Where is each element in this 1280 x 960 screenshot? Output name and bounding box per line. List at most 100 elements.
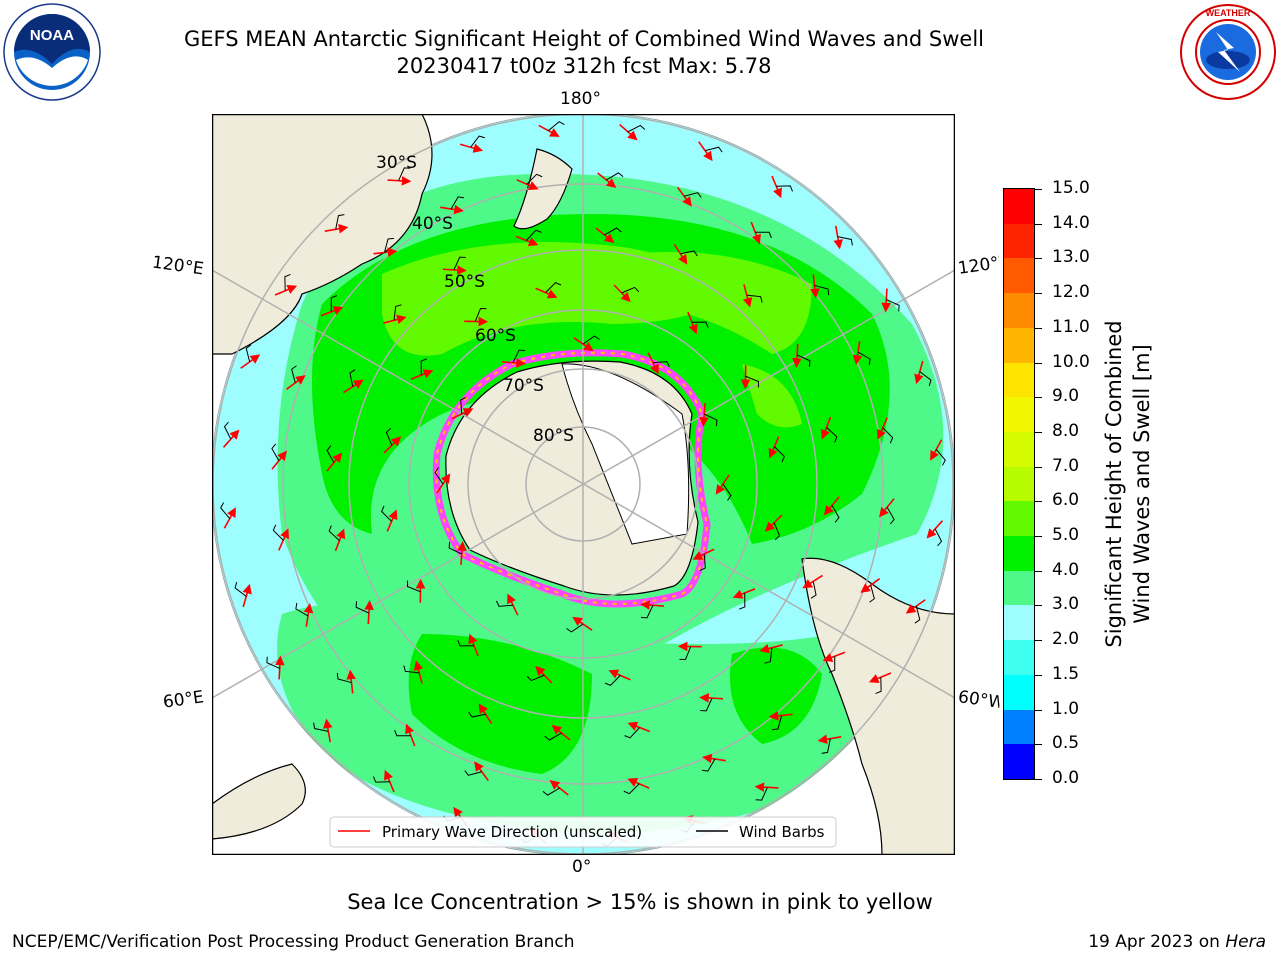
wind-barb: [699, 553, 706, 572]
wind-barb: [328, 525, 340, 541]
colorbar-tick-label: 0.0: [1052, 768, 1080, 788]
colorbar-tick-label: 8.0: [1052, 420, 1080, 441]
wave-direction-arrow: [242, 583, 252, 608]
wind-barb: [604, 227, 622, 236]
wind-barb: [542, 787, 560, 796]
wind-barb: [621, 286, 640, 294]
footer-branch: NCEP/EMC/Verification Post Processing Pr…: [12, 932, 575, 952]
colorbar-tick-mark: [1034, 709, 1042, 711]
wind-barb: [705, 146, 723, 153]
wind-barb: [821, 738, 831, 754]
wave-direction-arrow: [833, 225, 843, 250]
colorbar-segment: [1004, 709, 1034, 745]
colorbar-segment: [1004, 744, 1034, 779]
wind-barb: [679, 646, 692, 661]
colorbar-tick-label: 5.0: [1052, 525, 1080, 546]
wave-direction-arrow: [640, 600, 665, 610]
wind-barb: [652, 361, 671, 368]
wind-barb: [814, 284, 830, 296]
lat-label-70s: 70°S: [503, 376, 544, 396]
wave-direction-arrow: [879, 498, 895, 518]
lon-label-60w: 60°W: [956, 687, 1002, 713]
colorbar-segment: [1004, 431, 1034, 467]
wave-direction-arrow: [334, 528, 346, 552]
wind-barb: [746, 294, 763, 303]
wave-direction-arrow: [515, 235, 539, 247]
wave-direction-arrow: [323, 718, 333, 743]
wind-barb: [291, 365, 297, 383]
wave-direction-arrow: [324, 224, 349, 234]
wave-direction-arrow: [384, 769, 395, 793]
colorbar-tick-label: 1.5: [1052, 663, 1080, 684]
wind-barb: [349, 369, 356, 387]
wave-direction-arrow: [549, 780, 569, 796]
wind-barb: [755, 787, 768, 801]
wind-barb: [624, 727, 640, 739]
wind-barb: [545, 282, 562, 293]
wind-barb: [457, 640, 475, 647]
wave-direction-arrow: [459, 143, 484, 153]
colorbar: [1003, 188, 1035, 780]
wave-direction-arrow: [535, 287, 558, 299]
wind-barb: [234, 581, 247, 597]
wave-direction-arrow: [699, 693, 724, 703]
wind-barb: [771, 715, 783, 731]
nws-logo: WEATHER: [1180, 4, 1276, 100]
colorbar-segment: [1004, 362, 1034, 398]
wave-direction-arrow: [373, 247, 398, 257]
wind-barb: [826, 427, 838, 443]
wave-direction-arrow: [386, 509, 398, 532]
chart-subtitle: 20230417 t00z 312h fcst Max: 5.78: [396, 54, 772, 78]
wind-barb: [623, 783, 640, 795]
wave-direction-arrow: [474, 761, 489, 782]
lon-label-0: 0°: [572, 857, 592, 877]
wave-direction-arrow: [383, 314, 407, 325]
colorbar-tick-mark: [1034, 258, 1042, 260]
wind-barb: [828, 656, 836, 673]
lat-label-30s: 30°S: [376, 153, 417, 173]
colorbar-tick-mark: [1034, 605, 1042, 607]
wave-direction-arrow: [285, 375, 306, 390]
wind-barb: [495, 600, 514, 607]
colorbar-tick-mark: [1034, 674, 1042, 676]
wind-barb: [526, 229, 542, 241]
footer-date: 19 Apr 2023 on Hera: [1088, 932, 1266, 952]
wind-barb: [831, 505, 840, 523]
wave-direction-arrow: [413, 660, 424, 684]
legend-wave-direction: Primary Wave Direction (unscaled): [382, 823, 642, 841]
colorbar-segment: [1004, 189, 1034, 224]
wind-barb: [271, 443, 280, 461]
wind-barb: [691, 321, 709, 328]
wave-direction-arrow: [930, 439, 943, 461]
colorbar-tick-label: 15.0: [1052, 178, 1090, 198]
colorbar-tick-label: 2.0: [1052, 629, 1080, 650]
colorbar-segment: [1004, 223, 1034, 259]
lon-label-120w: 120°W: [956, 253, 1002, 279]
colorbar-tick-label: 12.0: [1052, 282, 1090, 303]
lat-label-40s: 40°S: [412, 214, 453, 234]
wave-direction-arrow: [677, 186, 692, 207]
map-canvas: 30°S 40°S 50°S 60°S 70°S 80°S Primary Wa…: [212, 114, 955, 855]
colorbar-segment: [1004, 640, 1034, 675]
colorbar-tick-mark: [1034, 466, 1042, 468]
wind-barb: [764, 647, 773, 664]
colorbar-segment: [1004, 397, 1034, 432]
colorbar-segment: [1004, 466, 1034, 502]
colorbar-tick-label: 1.0: [1052, 698, 1080, 719]
wind-barb: [420, 358, 427, 376]
wind-barb: [450, 196, 465, 210]
wind-barb: [394, 729, 411, 737]
colorbar-tick-label: 0.5: [1052, 733, 1080, 754]
wave-direction-arrow: [507, 593, 519, 616]
wind-barb: [604, 675, 621, 686]
wind-barb: [284, 273, 291, 291]
wind-barb: [383, 237, 395, 253]
wind-barb: [336, 672, 352, 684]
wind-barb: [223, 421, 232, 440]
colorbar-tick-mark: [1034, 327, 1042, 329]
svg-text:WEATHER: WEATHER: [1206, 8, 1251, 18]
wind-barb: [606, 172, 624, 181]
colorbar-segment: [1004, 258, 1034, 294]
wave-direction-arrow: [702, 753, 726, 764]
wind-barb: [700, 697, 713, 712]
